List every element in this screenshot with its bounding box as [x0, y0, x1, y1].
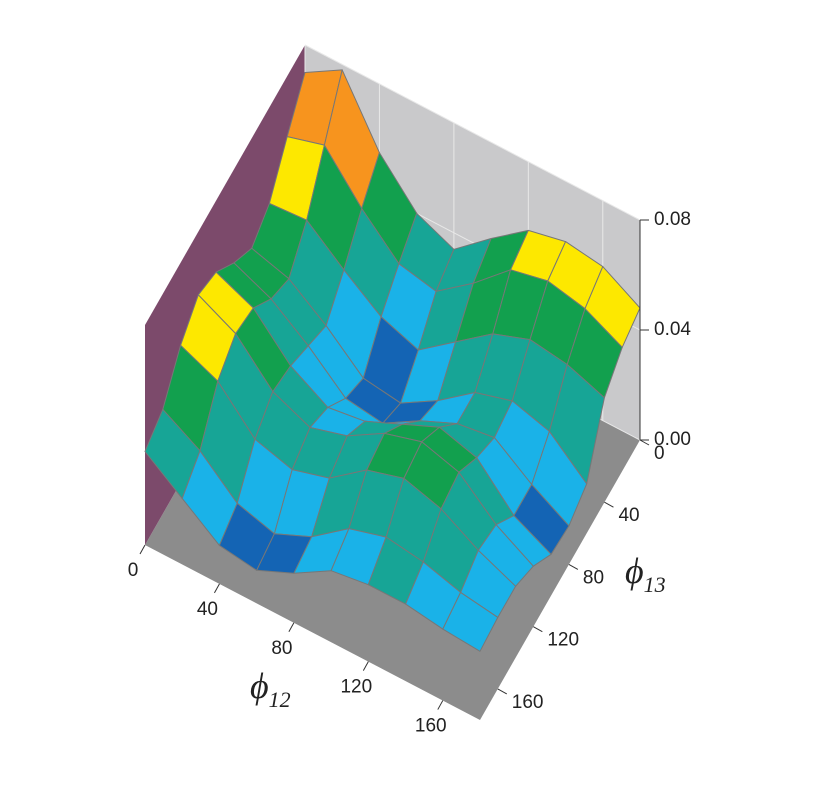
x-axis-label: ϕ12: [250, 666, 291, 712]
x-tick-label: 160: [415, 716, 447, 737]
z-tick-label: 0.00: [654, 429, 691, 450]
x-tick-label: 0: [128, 560, 139, 581]
surface: [144, 69, 641, 652]
y-tick: [568, 564, 579, 570]
x-label-subscript: 12: [269, 687, 291, 712]
y-axis-label: ϕ13: [625, 551, 666, 597]
x-tick: [437, 700, 444, 710]
y-tick-label: 120: [547, 630, 579, 651]
x-tick: [139, 544, 146, 555]
y-tick: [639, 439, 650, 446]
x-tick-label: 120: [340, 677, 372, 698]
x-tick-label: 40: [197, 599, 218, 620]
x-tick: [214, 583, 220, 594]
surface-patch: [442, 591, 499, 652]
y-tick-label: 0: [654, 443, 665, 464]
y-tick-label: 40: [618, 505, 639, 526]
x-label-symbol: ϕ: [250, 666, 269, 706]
y-label-symbol: ϕ: [625, 551, 644, 591]
axes: 0.00 0.04 0.08 0 40 80 120 160 0 40 80 120 160: [128, 209, 692, 737]
y-tick: [533, 626, 543, 633]
x-tick: [362, 661, 369, 671]
y-tick-label: 160: [512, 692, 544, 713]
y-tick: [604, 501, 614, 508]
y-tick-label: 80: [583, 567, 604, 588]
y-label-subscript: 13: [644, 572, 666, 597]
wall-grid-line: [304, 44, 641, 221]
z-tick-label: 0.08: [654, 209, 691, 230]
y-tick: [497, 688, 508, 695]
x-tick: [288, 622, 295, 633]
z-tick-label: 0.04: [654, 319, 691, 340]
x-tick-label: 80: [271, 638, 292, 659]
